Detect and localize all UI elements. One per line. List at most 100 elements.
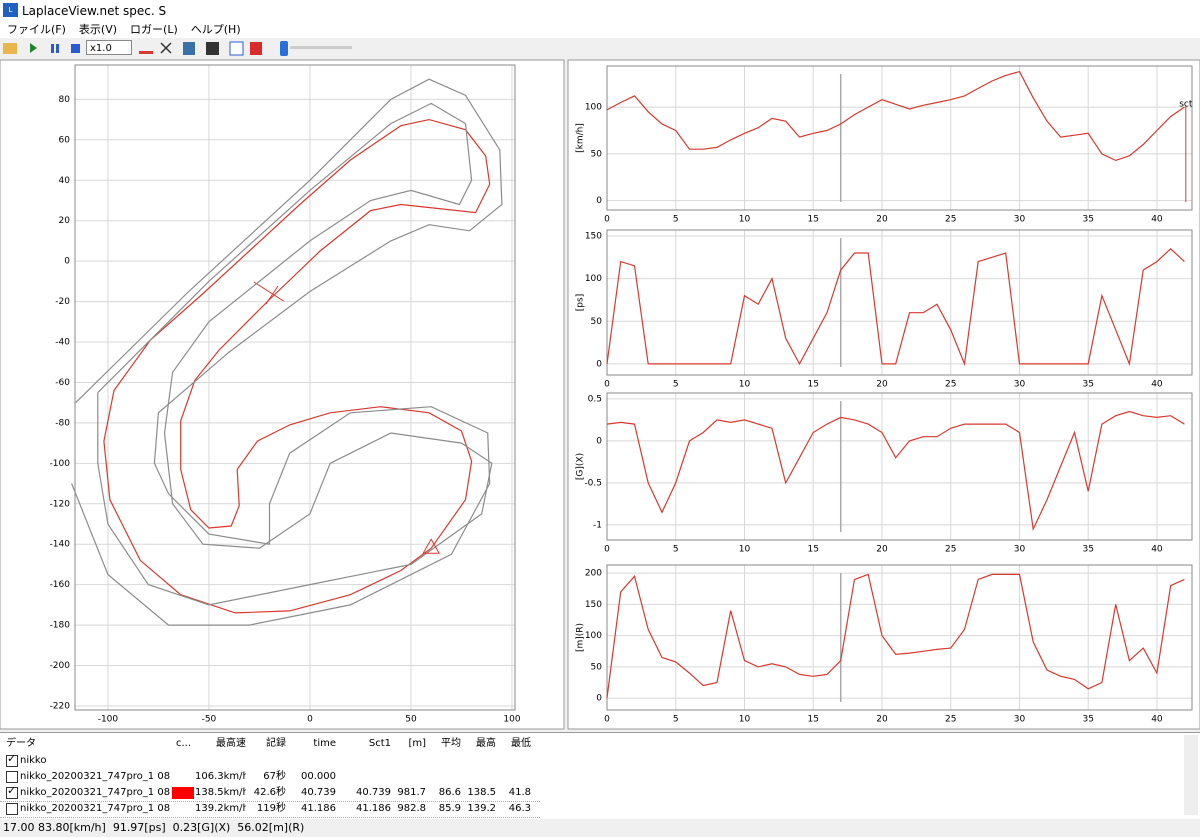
- y-tick-label: -20: [55, 297, 70, 307]
- x-tick-label: 10: [739, 215, 751, 225]
- app-logo: L: [3, 3, 18, 17]
- x-tick-label: 40: [1151, 215, 1163, 225]
- x-tick-label: 0: [307, 715, 313, 725]
- table-cell: 139.2km/h: [195, 803, 246, 814]
- graph-icon[interactable]: [229, 41, 244, 56]
- column-header[interactable]: [m]: [408, 738, 426, 749]
- x-tick-label: 30: [1014, 380, 1026, 390]
- checkbox[interactable]: [6, 752, 18, 767]
- data-line: [97, 102, 493, 606]
- data-line: [606, 573, 1185, 699]
- y-tick-label: 0: [64, 257, 70, 267]
- column-header[interactable]: 最低: [511, 738, 531, 749]
- play-icon[interactable]: [30, 43, 37, 53]
- table-row: nikko_20200321_747pro_1 083215 138.5km/h 4…: [0, 784, 540, 802]
- row-name: nikko_20200321_747pro_1 082936: [20, 771, 170, 782]
- clear-icon[interactable]: [160, 42, 172, 54]
- y-tick-label: 40: [59, 176, 71, 186]
- table-cell: 00.000: [301, 771, 336, 782]
- row-name: nikko_20200321_747pro_1 083644: [20, 803, 170, 814]
- column-header[interactable]: 最高速: [216, 738, 246, 749]
- x-tick-label: 35: [1082, 215, 1093, 225]
- x-tick-label: 0: [604, 380, 610, 390]
- toolbar-icons: [3, 41, 352, 56]
- menu-item[interactable]: 表示(V): [78, 23, 118, 36]
- x-tick-label: 35: [1082, 380, 1093, 390]
- y-axis-label: [m](R): [576, 623, 586, 652]
- x-tick-label: 25: [945, 545, 956, 555]
- seek-thumb[interactable]: [280, 41, 288, 56]
- x-tick-label: 15: [808, 380, 819, 390]
- checkbox[interactable]: [6, 784, 18, 799]
- checkbox[interactable]: [6, 803, 18, 815]
- row-name: nikko_20200321_747pro_1 083215: [20, 787, 170, 798]
- checkbox[interactable]: [6, 771, 18, 783]
- column-header[interactable]: 平均: [441, 738, 461, 749]
- table-row: nikko: [0, 752, 540, 769]
- sector-icon[interactable]: [206, 42, 219, 55]
- title-bar: L LaplaceView.net spec. S: [0, 0, 1200, 22]
- x-tick-label: 25: [945, 215, 956, 225]
- plot-frame: [74, 64, 516, 711]
- y-tick-label: 150: [585, 231, 602, 241]
- x-tick-label: 0: [604, 545, 610, 555]
- speed-select[interactable]: x1.0: [86, 40, 132, 55]
- data-line: [606, 247, 1185, 367]
- table-cell: 139.2: [467, 803, 496, 814]
- open-icon[interactable]: [3, 43, 17, 54]
- sector-mark: [253, 281, 286, 303]
- y-tick-label: 0: [596, 196, 602, 206]
- y-tick-label: 60: [59, 135, 71, 145]
- data-line: [103, 118, 491, 614]
- table-cell: 42.6秒: [253, 787, 286, 798]
- y-tick-label: 80: [59, 95, 71, 105]
- y-tick-label: 50: [591, 662, 603, 672]
- menu-item[interactable]: ファイル(F): [7, 23, 66, 36]
- y-tick-label: 0: [596, 694, 602, 704]
- y-tick-label: -0.5: [584, 478, 602, 488]
- x-tick-label: 5: [673, 545, 679, 555]
- column-header[interactable]: データ: [6, 738, 36, 749]
- data-line: [71, 78, 503, 626]
- column-header[interactable]: c...: [176, 738, 191, 749]
- column-header[interactable]: time: [313, 738, 336, 749]
- x-tick-label: 35: [1082, 715, 1093, 725]
- menu-item[interactable]: ヘルプ(H): [190, 23, 241, 36]
- pause-icon[interactable]: [51, 44, 54, 53]
- x-tick-label: 100: [503, 715, 520, 725]
- seek-track[interactable]: [290, 46, 352, 49]
- table-cell: 40.739: [356, 787, 391, 798]
- pause-icon[interactable]: [56, 44, 59, 53]
- table-cell: 138.5km/h: [195, 787, 246, 798]
- x-tick-label: 5: [673, 215, 679, 225]
- y-axis-label: [G](X): [576, 453, 586, 480]
- annotation: sct: [1179, 100, 1193, 110]
- x-tick-label: 40: [1151, 545, 1163, 555]
- pdf-icon[interactable]: [250, 42, 262, 55]
- table-cell: 41.8: [508, 787, 531, 798]
- x-tick-label: 0: [604, 715, 610, 725]
- plot-frame: [606, 229, 1193, 376]
- column-header[interactable]: 最高: [476, 738, 496, 749]
- y-tick-label: -160: [50, 580, 71, 590]
- data-table: データ c... 最高速 記録 time Sct1 [m] 平均 最高 最低 nikko nikko_…: [0, 732, 1200, 819]
- y-axis-label: [ps]: [576, 294, 586, 311]
- x-tick-label: 30: [1014, 545, 1026, 555]
- column-header[interactable]: 記録: [266, 738, 286, 749]
- stop-icon[interactable]: [71, 44, 80, 53]
- x-tick-label: 10: [739, 715, 751, 725]
- menu-item[interactable]: ロガー(L): [130, 23, 178, 36]
- y-tick-label: 100: [585, 103, 602, 113]
- scrollbar[interactable]: [1184, 735, 1198, 815]
- column-header[interactable]: Sct1: [368, 738, 391, 749]
- plots-panel: [567, 59, 1200, 730]
- x-tick-label: 20: [876, 545, 888, 555]
- export-icon[interactable]: [183, 42, 195, 55]
- pen-icon[interactable]: [139, 51, 153, 54]
- plot-frame: [606, 65, 1193, 211]
- start-marker: [422, 538, 441, 554]
- data-line: [606, 70, 1185, 162]
- table-cell: 119秒: [256, 803, 286, 814]
